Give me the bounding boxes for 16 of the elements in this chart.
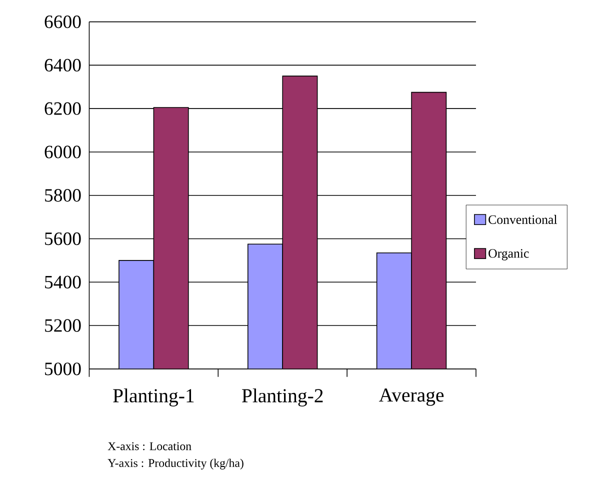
legend-label: Organic: [488, 249, 529, 260]
x-tick-label: Planting-2: [242, 388, 323, 406]
y-tick-label: 5400: [45, 276, 81, 288]
y-tick-label: 5800: [45, 189, 81, 202]
y-tick-label: 6600: [44, 15, 81, 28]
text: X-axis : Location: [108, 442, 192, 450]
x-tick-label: Average: [378, 388, 444, 406]
y-tick-label: 5000: [45, 362, 81, 376]
y-tick-label: 6400: [44, 58, 81, 72]
text: Y-axis : Productivity (kg/ha): [108, 458, 244, 470]
legend-label: Conventional: [488, 214, 558, 224]
y-tick-label: 6000: [44, 146, 81, 158]
y-tick-label: 5200: [45, 319, 81, 332]
x-tick-label: Planting-1: [113, 388, 194, 406]
y-tick-label: 6200: [44, 102, 81, 115]
y-tick-label: 5600: [45, 232, 81, 246]
